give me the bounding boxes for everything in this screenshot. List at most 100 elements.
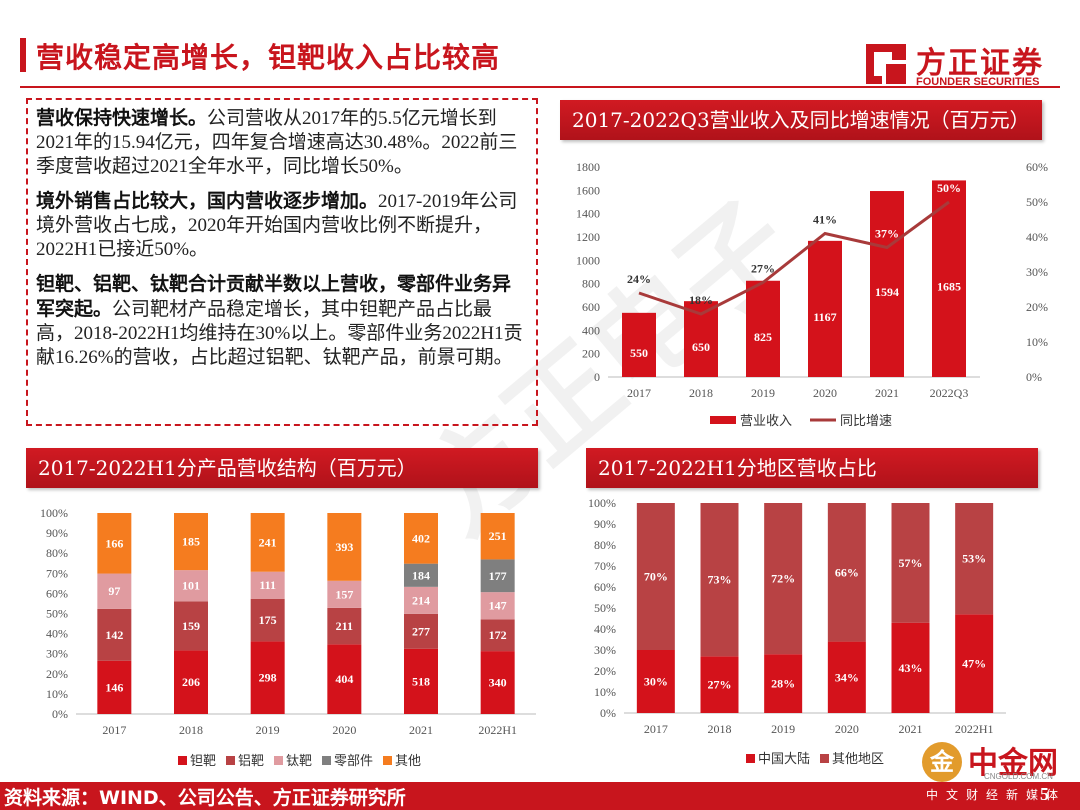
legend-label: 钛靶 <box>286 753 312 768</box>
x-tick-label: 2018 <box>179 723 203 737</box>
stacked-segment <box>404 648 438 714</box>
y-tick-label: 80% <box>594 538 616 552</box>
y-tick-label: 90% <box>594 517 616 531</box>
stacked-segment <box>827 641 866 713</box>
y2-tick-label: 30% <box>1026 265 1048 279</box>
segment-value-label: 185 <box>182 535 200 549</box>
summary-heading: 境外销售占比较大，国内营收逐步增加。 <box>36 190 379 212</box>
y-tick-label: 60% <box>594 580 616 594</box>
product-structure-chart: 0% 10% 20% 30% 40% 50% 60% 70% 80% 90% 100% 146 142 9… <box>40 506 536 768</box>
founder-logo-icon <box>866 44 906 84</box>
segment-value-label: 251 <box>489 529 507 543</box>
legend-label: 其他 <box>395 753 421 768</box>
y2-tick-label: 50% <box>1026 195 1048 209</box>
stacked-segment <box>404 586 438 614</box>
segment-value-label: 241 <box>259 535 277 549</box>
legend-label: 钽靶 <box>190 753 216 768</box>
stacked-segment <box>636 650 675 713</box>
legend-swatch <box>274 756 283 765</box>
segment-value-label: 393 <box>335 540 353 554</box>
title-rule <box>20 86 1060 88</box>
stacked-segment <box>891 622 930 713</box>
bar-value-label: 550 <box>630 346 648 360</box>
segment-value-label: 157 <box>335 587 353 601</box>
stacked-segment <box>480 651 515 714</box>
stacked-segment <box>327 513 362 581</box>
segment-value-label: 402 <box>412 531 430 545</box>
y-tick-label: 40% <box>594 622 616 636</box>
summary-body: 2017-2019年公司境外营收占七成，2020年开始国内营收比例不断提升，20… <box>36 191 518 260</box>
y2-tick-label: 0% <box>1026 370 1042 384</box>
segment-value-label: 111 <box>259 578 276 592</box>
growth-value-label: 24% <box>627 272 651 286</box>
x-tick-label: 2021 <box>899 722 923 736</box>
stacked-segment <box>764 654 803 713</box>
stacked-segment <box>955 614 994 713</box>
title-accent-bar <box>20 38 26 72</box>
y2-tick-label: 40% <box>1026 230 1048 244</box>
revenue-bar <box>808 240 842 377</box>
segment-value-label: 184 <box>412 568 430 582</box>
y-tick-label: 50% <box>594 601 616 615</box>
stacked-segment <box>955 503 994 615</box>
segment-value-label: 28% <box>771 677 795 691</box>
bar-value-label: 825 <box>754 330 772 344</box>
stacked-segment <box>97 608 132 661</box>
y-tick-label: 0% <box>600 706 616 720</box>
y-tick-label: 30% <box>46 647 68 661</box>
summary-textbox: 营收保持快速增长。公司营收从2017年的5.5亿元增长到2021年的15.94亿… <box>26 98 538 426</box>
x-tick-label: 2019 <box>256 723 280 737</box>
stacked-segment <box>480 513 515 560</box>
region-share-chart: 0% 10% 20% 30% 40% 50% 60% 70% 80% 90% 100% 30% 70% 2… <box>588 496 1006 766</box>
stacked-segment <box>97 573 132 609</box>
x-tick-label: 2022H1 <box>478 723 517 737</box>
page-number: 5 <box>1040 784 1049 804</box>
growth-value-label: 37% <box>875 227 899 241</box>
x-tick-label: 2018 <box>689 386 713 400</box>
legend-swatch <box>820 754 829 763</box>
y-tick-label: 1400 <box>576 207 600 221</box>
source-note: 资料来源：WIND、公司公告、方正证券研究所 <box>4 787 406 809</box>
legend-label: 铝靶 <box>238 753 264 768</box>
stacked-segment <box>404 563 438 587</box>
y-tick-label: 800 <box>582 277 600 291</box>
stacked-segment <box>636 503 675 650</box>
x-tick-label: 2022Q3 <box>930 386 969 400</box>
x-tick-label: 2021 <box>409 723 433 737</box>
y-tick-label: 600 <box>582 300 600 314</box>
stacked-segment <box>700 656 739 713</box>
x-tick-label: 2017 <box>102 723 126 737</box>
revenue-growth-chart: 0 200 400 600 800 1000 1200 1400 1600 1800 0% 10% 20… <box>576 160 1048 428</box>
segment-value-label: 277 <box>412 624 430 638</box>
y-tick-label: 1600 <box>576 183 600 197</box>
y-tick-label: 1800 <box>576 160 600 174</box>
segment-value-label: 101 <box>182 579 200 593</box>
stacked-segment <box>250 598 285 642</box>
stacked-segment <box>827 503 866 642</box>
y-tick-label: 20% <box>46 667 68 681</box>
x-tick-label: 2020 <box>813 386 837 400</box>
revenue-bar <box>622 312 656 377</box>
segment-value-label: 340 <box>489 676 507 690</box>
stacked-segment <box>480 592 515 620</box>
x-tick-label: 2020 <box>332 723 356 737</box>
y2-tick-label: 20% <box>1026 300 1048 314</box>
segment-value-label: 70% <box>644 570 668 584</box>
growth-value-label: 50% <box>937 181 961 195</box>
x-tick-label: 2022H1 <box>955 722 994 736</box>
stacked-segment <box>327 580 362 608</box>
bar-value-label: 1685 <box>937 280 961 294</box>
stacked-segment <box>97 513 132 574</box>
bar-value-label: 1594 <box>875 285 899 299</box>
stacked-segment <box>327 644 362 714</box>
segment-value-label: 298 <box>259 671 277 685</box>
y-tick-label: 30% <box>594 643 616 657</box>
summary-paragraph: 营收保持快速增长。公司营收从2017年的5.5亿元增长到2021年的15.94亿… <box>36 106 528 179</box>
x-tick-label: 2017 <box>627 386 651 400</box>
summary-heading: 营收保持快速增长。 <box>36 107 208 129</box>
y-tick-label: 20% <box>594 664 616 678</box>
segment-value-label: 146 <box>105 680 123 694</box>
y-tick-label: 10% <box>46 687 68 701</box>
summary-body: 公司营收从2017年的5.5亿元增长到2021年的15.94亿元，四年复合增速高… <box>36 108 518 177</box>
x-tick-label: 2021 <box>875 386 899 400</box>
